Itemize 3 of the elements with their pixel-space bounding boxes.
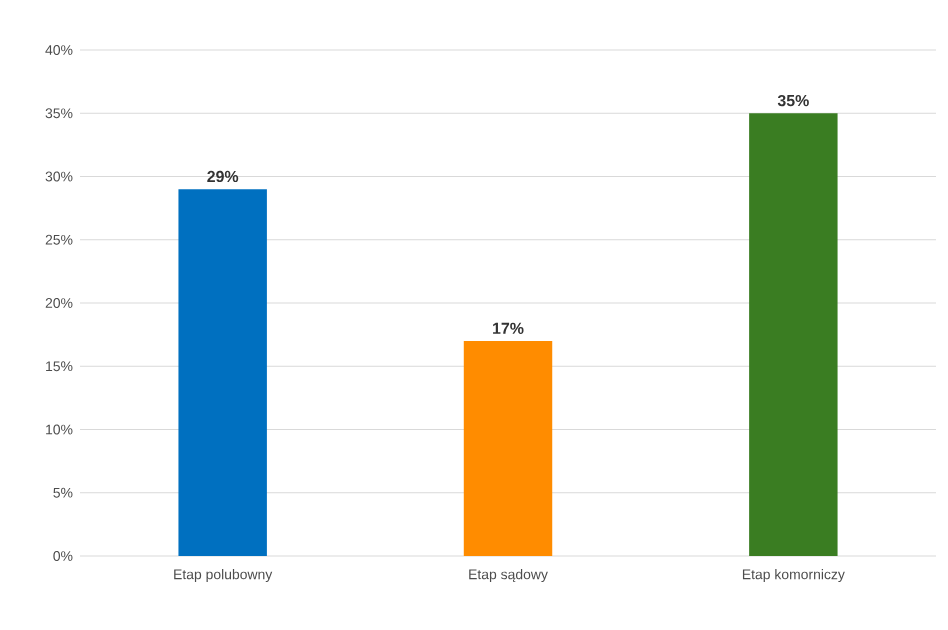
bar — [749, 113, 838, 556]
bar — [178, 189, 267, 556]
bar — [463, 340, 553, 556]
